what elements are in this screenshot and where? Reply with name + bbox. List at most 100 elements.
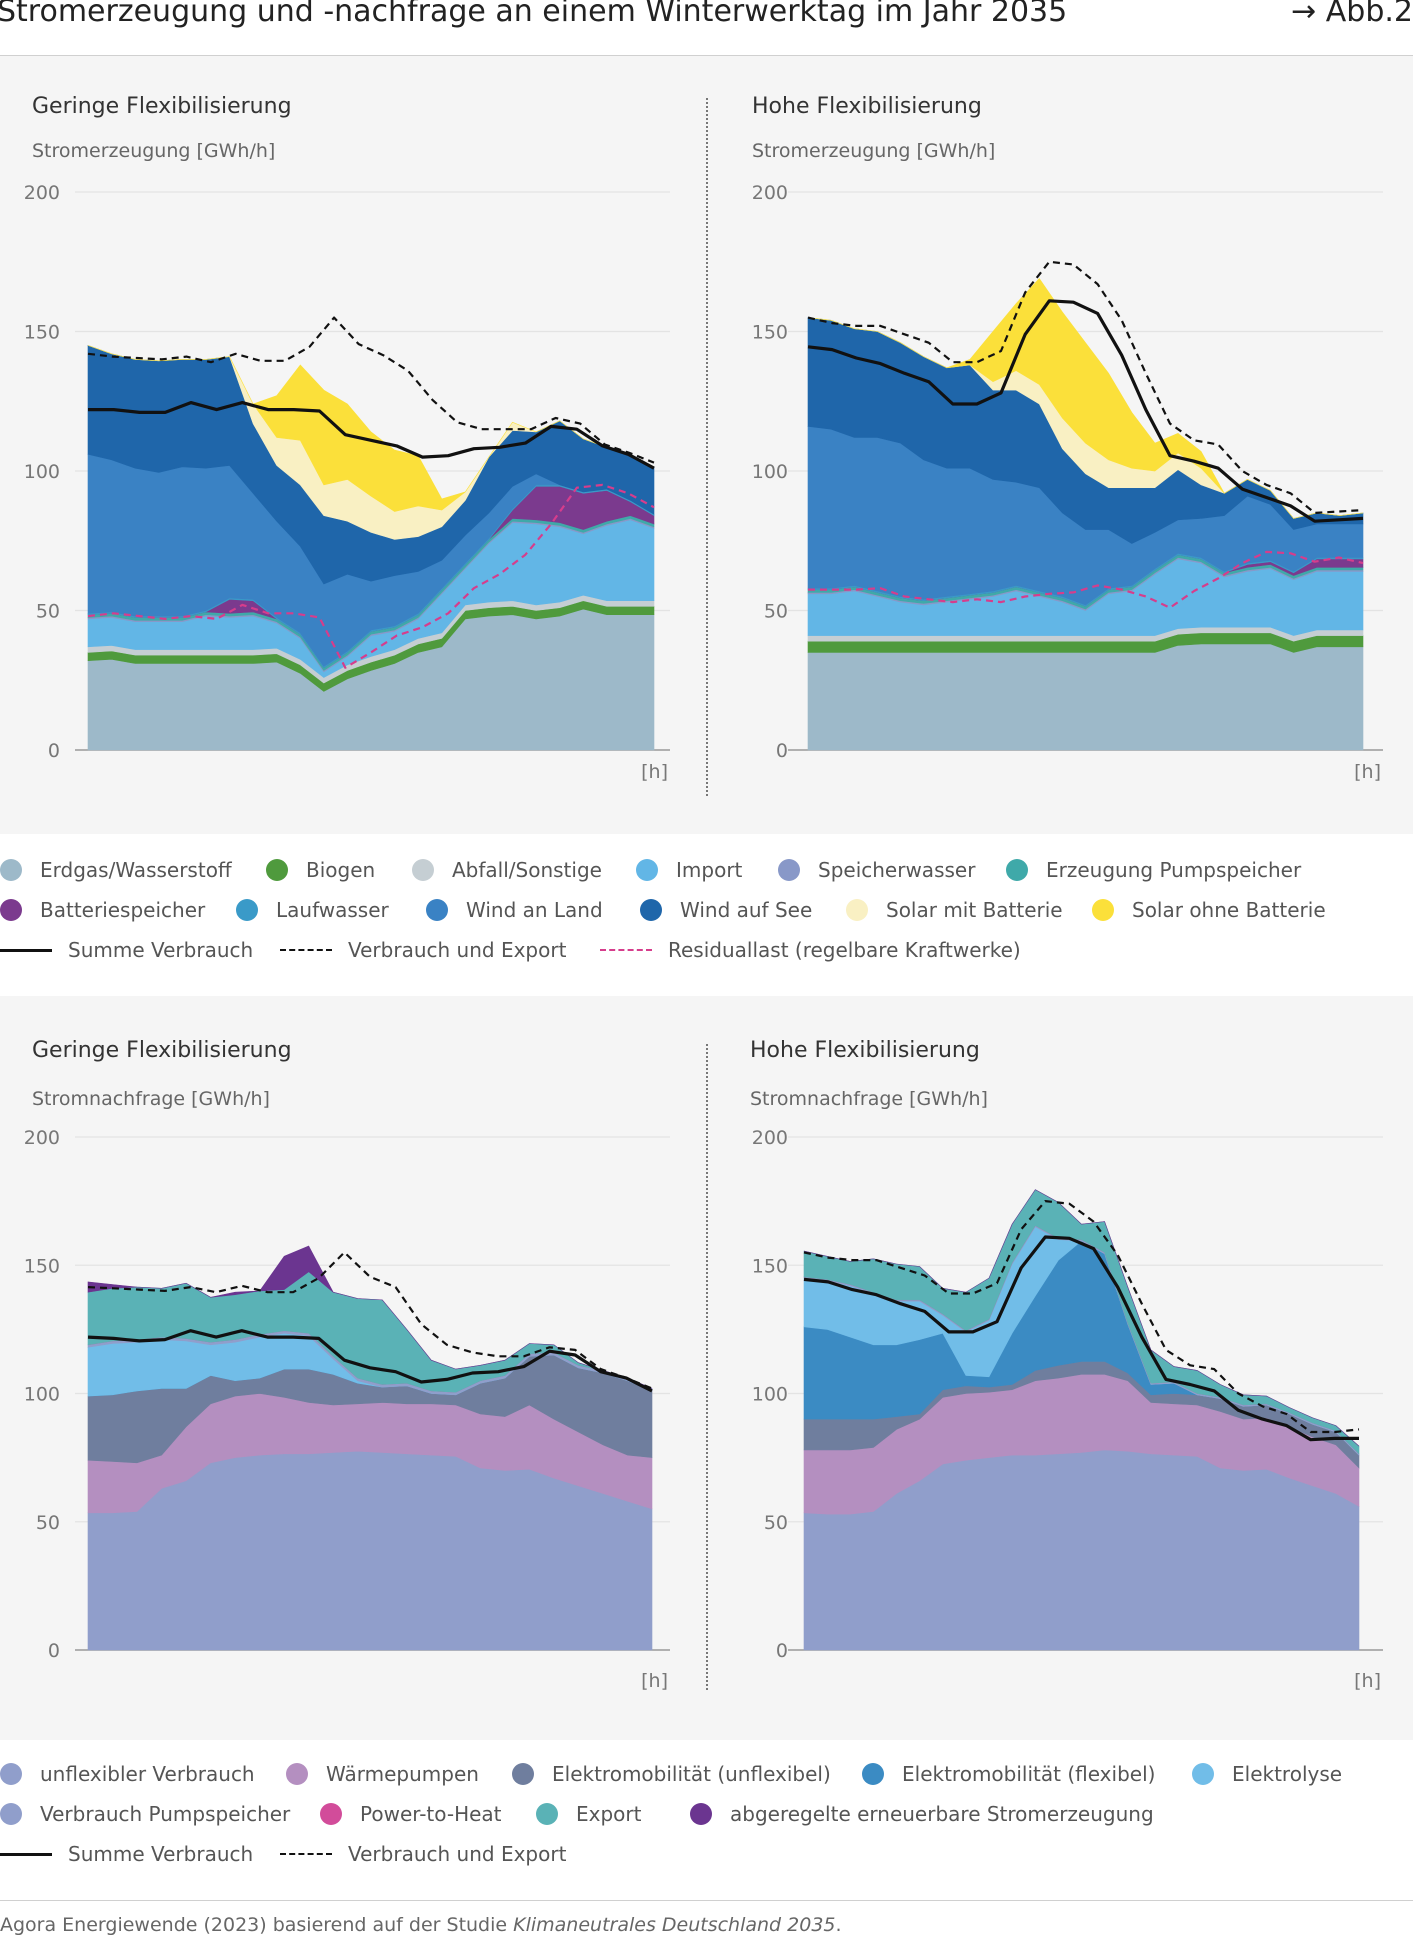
line-summe-verbrauch xyxy=(88,401,655,470)
line-summe-verbrauch xyxy=(803,1235,1359,1442)
x-axis-label: [h] xyxy=(641,1670,668,1692)
y-tick-label: 150 xyxy=(752,1255,788,1277)
line-verbrauch-und-export xyxy=(87,316,655,464)
demand-divider xyxy=(706,1044,708,1690)
chart-ylabel-gen-low: Stromerzeugung [GWh/h] xyxy=(32,140,276,162)
line-verbrauch-und-export xyxy=(803,1200,1360,1434)
legend-item-unflexibler-verbrauch: unflexibler Verbrauch xyxy=(0,1762,255,1786)
legend-item-batteriespeicher: Batteriespeicher xyxy=(0,898,205,922)
y-tick-label: 50 xyxy=(764,1512,788,1534)
line-summe-verbrauch xyxy=(807,299,1364,523)
y-tick-label: 0 xyxy=(776,1640,788,1662)
y-tick-label: 200 xyxy=(24,1127,60,1149)
legend-generation: Erdgas/Wasserstoff Biogen Abfall/Sonstige I… xyxy=(0,858,1413,988)
legend-swatch xyxy=(266,859,288,881)
legend-swatch xyxy=(1192,1763,1214,1785)
source-title: Klimaneutrales Deutschland 2035 xyxy=(513,1914,836,1936)
area-abgeregelte-erneuerbare-stromerzeugung xyxy=(803,1189,1360,1447)
generation-divider xyxy=(706,98,708,796)
legend-label: Elektromobilität (unflexibel) xyxy=(552,1762,831,1786)
x-axis-label: [h] xyxy=(1354,761,1381,783)
source-prefix: Agora Energiewende (2023) basierend auf … xyxy=(0,1914,514,1936)
area-solar-ohne-batterie xyxy=(807,278,1364,519)
source-suffix: . xyxy=(835,1914,842,1936)
legend-label: abgeregelte erneuerbare Stromerzeugung xyxy=(730,1802,1154,1826)
legend-item-summe-verbrauch: Summe Verbrauch xyxy=(0,938,253,962)
legend-swatch xyxy=(320,1803,342,1825)
y-tick-label: 100 xyxy=(24,1384,60,1406)
x-axis-label: [h] xyxy=(1354,1670,1381,1692)
legend-line-swatch xyxy=(600,949,652,951)
legend-item-abgeregelte-erneuerbare-stromerzeugung: abgeregelte erneuerbare Stromerzeugung xyxy=(690,1802,1154,1826)
header: Stromerzeugung und -nachfrage an einem W… xyxy=(0,0,1413,56)
legend-label: Batteriespeicher xyxy=(40,898,206,922)
y-tick-label: 0 xyxy=(48,1640,60,1662)
legend-item-abfall-sonstige: Abfall/Sonstige xyxy=(412,858,602,882)
y-tick-label: 150 xyxy=(24,322,60,344)
source-note: Agora Energiewende (2023) basierend auf … xyxy=(0,1914,842,1936)
legend-label: Verbrauch und Export xyxy=(348,938,567,962)
y-tick-label: 200 xyxy=(24,182,60,204)
legend-swatch xyxy=(0,899,22,921)
legend-item-erdgas-wasserstoff: Erdgas/Wasserstoff xyxy=(0,858,232,882)
chart-title-dem-low: Geringe Flexibilisierung xyxy=(32,1038,292,1063)
chart-generation-high-flex: 0 50 100 150 200 [h] xyxy=(752,182,1383,783)
legend-label: Erdgas/Wasserstoff xyxy=(40,858,232,882)
legend-swatch xyxy=(862,1763,884,1785)
legend-label: Erzeugung Pumpspeicher xyxy=(1046,858,1302,882)
y-tick-label: 0 xyxy=(776,740,788,762)
legend-demand: unflexibler Verbrauch Wärmepumpen Elektrom… xyxy=(0,1762,1413,1892)
legend-swatch xyxy=(690,1803,712,1825)
legend-label: Solar ohne Batterie xyxy=(1132,898,1326,922)
legend-item-elektrolyse: Elektrolyse xyxy=(1192,1762,1342,1786)
legend-label: Elektromobilität (flexibel) xyxy=(902,1762,1156,1786)
y-tick-label: 100 xyxy=(752,1384,788,1406)
legend-swatch xyxy=(286,1763,308,1785)
chart-generation-low-flex: 0 50 100 150 200 [h] xyxy=(24,182,670,783)
legend-item-summe-verbrauch: Summe Verbrauch xyxy=(0,1842,253,1866)
legend-item-solar-mit-batterie: Solar mit Batterie xyxy=(846,898,1063,922)
legend-label: Wärmepumpen xyxy=(326,1762,479,1786)
legend-label: Summe Verbrauch xyxy=(68,1842,254,1866)
y-tick-label: 50 xyxy=(36,1512,60,1534)
legend-item-speicherwasser: Speicherwasser xyxy=(778,858,975,882)
page-title: Stromerzeugung und -nachfrage an einem W… xyxy=(0,0,1068,29)
chart-ylabel-dem-low: Stromnachfrage [GWh/h] xyxy=(32,1088,270,1110)
chart-title-gen-low: Geringe Flexibilisierung xyxy=(32,94,292,119)
figure-ref: → Abb.2 xyxy=(1291,0,1413,29)
y-tick-label: 100 xyxy=(24,461,60,483)
legend-label: Verbrauch und Export xyxy=(348,1842,567,1866)
legend-swatch xyxy=(846,899,868,921)
y-tick-label: 150 xyxy=(752,322,788,344)
legend-item-elektromobilität-unflexibel: Elektromobilität (unflexibel) xyxy=(512,1762,831,1786)
legend-item-verbrauch-und-export: Verbrauch und Export xyxy=(280,938,566,962)
legend-item-laufwasser: Laufwasser xyxy=(236,898,389,922)
y-tick-label: 150 xyxy=(24,1255,60,1277)
legend-item-wind-an-land: Wind an Land xyxy=(426,898,603,922)
legend-item-wind-auf-see: Wind auf See xyxy=(640,898,812,922)
legend-line-swatch xyxy=(0,948,52,952)
legend-label: Residuallast (regelbare Kraftwerke) xyxy=(668,938,1021,962)
y-tick-label: 0 xyxy=(48,740,60,762)
legend-label: Biogen xyxy=(306,858,376,882)
legend-item-export: Export xyxy=(536,1802,641,1826)
chart-ylabel-dem-high: Stromnachfrage [GWh/h] xyxy=(750,1088,988,1110)
legend-swatch xyxy=(1006,859,1028,881)
legend-item-wärmepumpen: Wärmepumpen xyxy=(286,1762,479,1786)
legend-swatch xyxy=(0,859,22,881)
legend-label: Verbrauch Pumpspeicher xyxy=(40,1802,291,1826)
legend-swatch xyxy=(412,859,434,881)
chart-title-gen-high: Hohe Flexibilisierung xyxy=(752,94,982,119)
legend-label: Import xyxy=(676,858,743,882)
legend-swatch xyxy=(536,1803,558,1825)
y-tick-label: 50 xyxy=(764,601,788,623)
footer-rule xyxy=(0,1900,1413,1901)
y-tick-label: 200 xyxy=(752,182,788,204)
legend-swatch xyxy=(236,899,258,921)
legend-item-biogen: Biogen xyxy=(266,858,375,882)
legend-item-import: Import xyxy=(636,858,742,882)
chart-demand-high-flex: 0 50 100 150 200 [h] xyxy=(752,1127,1383,1692)
y-tick-label: 50 xyxy=(36,601,60,623)
legend-swatch xyxy=(0,1763,22,1785)
y-tick-label: 200 xyxy=(752,1127,788,1149)
